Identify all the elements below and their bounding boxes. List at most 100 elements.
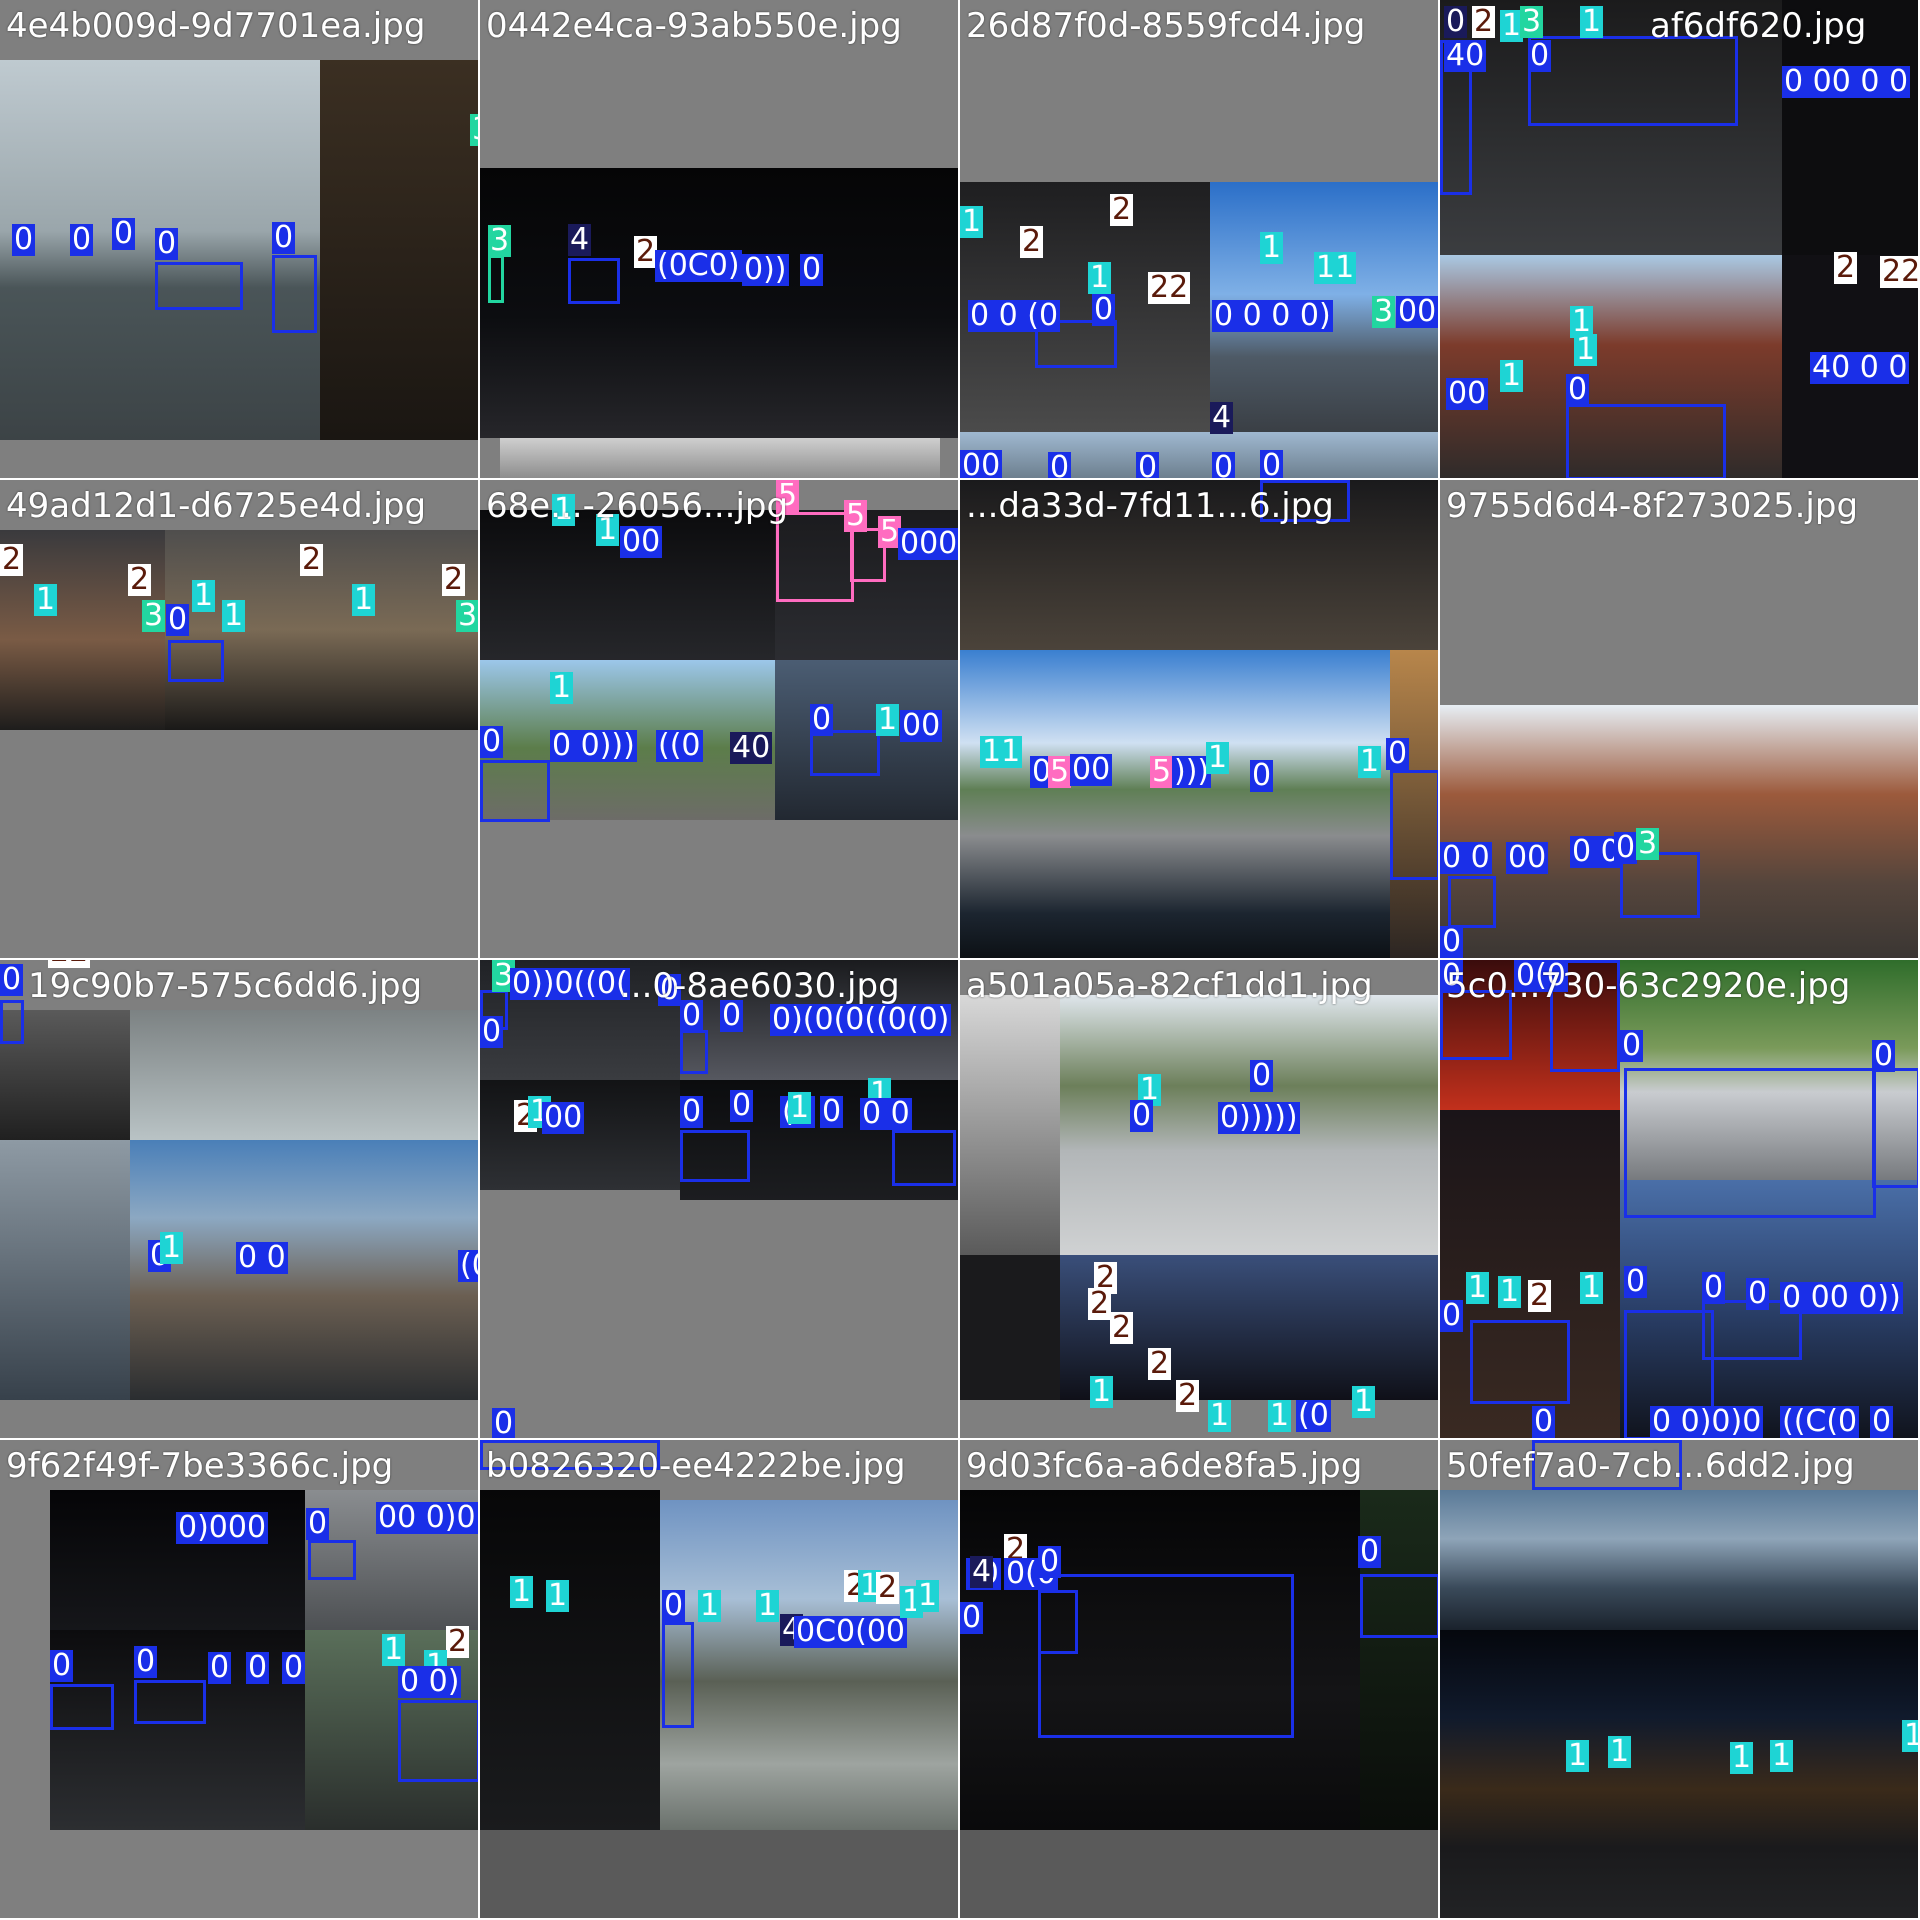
class-label: 0 0 — [1440, 840, 1492, 875]
class-label: 0 — [70, 222, 94, 257]
class-label: 0 — [208, 1650, 232, 1685]
bbox — [892, 1130, 956, 1186]
class-label: 1 — [382, 1632, 406, 1667]
image-filename: b0826320-ee4222be.jpg — [486, 1446, 906, 1486]
class-label: 3 — [1636, 826, 1660, 861]
bbox — [168, 640, 224, 682]
mosaic-cell: 9f62f49f-7be3366c.jpg 0)000 0 00 0)0 0 0… — [0, 1440, 480, 1920]
mosaic-cell: 26d87f0d-8559fcd4.jpg 1 2 2 1 22 0 0 (0 … — [960, 0, 1440, 480]
class-label: 0 — [134, 1644, 158, 1679]
class-label: 0 — [112, 216, 136, 251]
class-label: 0 — [1440, 960, 1464, 993]
class-label: 1 — [1358, 744, 1382, 779]
class-label: 1 — [960, 204, 984, 239]
class-label: 1 — [876, 702, 900, 737]
class-label: 5 — [844, 498, 868, 533]
image-filename: 50fef7a0-7cb...6dd2.jpg — [1446, 1446, 1855, 1486]
class-label: 3 — [488, 223, 512, 258]
class-label: 1 — [788, 1090, 812, 1125]
bbox — [1260, 480, 1350, 522]
scene-image — [480, 1490, 660, 1830]
scene-image — [1440, 0, 1782, 255]
class-label: 0 — [658, 972, 682, 1007]
class-label: 0))0((0( — [510, 966, 630, 1001]
class-label: 00 — [620, 524, 663, 559]
class-label: 0 — [246, 1650, 270, 1685]
class-label: 2 — [634, 234, 658, 269]
image-filename: ...da33d-7fd11...6.jpg — [966, 486, 1334, 526]
class-label: 1 — [1138, 1072, 1162, 1107]
class-label: 5 — [1048, 754, 1072, 789]
bbox — [1035, 320, 1117, 368]
class-label: 1 — [858, 1568, 882, 1603]
class-label: 0 0 — [236, 1240, 288, 1275]
scene-image — [960, 1255, 1060, 1400]
class-label: 1 — [1574, 332, 1598, 367]
class-label: 000 — [898, 526, 958, 561]
class-label: 1 — [596, 512, 620, 547]
image-filename: 19c90b7-575c6dd6.jpg — [28, 966, 423, 1006]
class-label: 1 — [1260, 230, 1284, 265]
class-label: 0 — [1532, 1404, 1556, 1439]
mosaic-cell: a501a05a-82cf1dd1.jpg 1 0 0 0))))) 2 2 2… — [960, 960, 1440, 1440]
class-label: ))) — [1172, 754, 1212, 789]
mosaic-cell: ...0-8ae6030.jpg 3 0))0((0( 0 0 0 0)(0(0… — [480, 960, 960, 1440]
class-label: 2 — [300, 542, 324, 577]
class-label: 1 — [352, 582, 376, 617]
class-label: 00 — [900, 708, 943, 743]
class-label: 11 — [980, 734, 1023, 769]
class-label: 1 — [1208, 1398, 1232, 1433]
class-label: 4 — [1210, 400, 1234, 435]
class-label: 1 — [1268, 1398, 1292, 1433]
class-label: ((C(0 — [1780, 1404, 1860, 1439]
scene-image — [960, 480, 1438, 650]
class-label: 0 — [1250, 758, 1274, 793]
image-filename: 9d03fc6a-a6de8fa5.jpg — [966, 1446, 1363, 1486]
scene-image — [480, 1830, 958, 1918]
class-label: 0 — [1624, 1264, 1648, 1299]
class-label: 1 — [1500, 8, 1524, 43]
class-label: 1 — [1352, 1384, 1376, 1419]
image-filename: 0442e4ca-93ab550e.jpg — [486, 6, 902, 46]
class-label: 3 — [492, 960, 516, 993]
class-label: 0 — [306, 1506, 330, 1541]
class-label: 0 — [282, 1650, 306, 1685]
class-label: 0 — [1030, 754, 1054, 789]
bbox — [480, 760, 550, 822]
class-label: 1 — [1500, 358, 1524, 393]
class-label: 1 — [1570, 304, 1594, 339]
class-label: 0)000 — [176, 1510, 269, 1545]
class-label: 1 — [698, 1588, 722, 1623]
class-label: 0)) — [742, 252, 789, 287]
class-label: 5 — [878, 514, 902, 549]
class-label: 3 — [470, 114, 478, 146]
bbox — [1566, 404, 1726, 478]
class-label: 0 — [1136, 452, 1160, 478]
image-filename: 4e4b009d-9d7701ea.jpg — [6, 6, 426, 46]
bbox — [1448, 876, 1496, 928]
scene-image — [660, 1500, 958, 1830]
class-label: 00 — [1506, 840, 1549, 875]
class-label: 2 — [0, 542, 24, 577]
bbox — [680, 1030, 708, 1074]
class-label: 0 — [1260, 448, 1284, 480]
class-label: 1 — [916, 1578, 940, 1613]
class-label: 0 — [1620, 1028, 1644, 1063]
bbox — [1872, 1068, 1918, 1188]
bbox — [1528, 36, 1738, 126]
class-label: 3 — [142, 598, 166, 633]
scene-image — [480, 1080, 680, 1190]
class-label: 0 — [730, 1088, 754, 1123]
scene-image — [0, 1140, 130, 1400]
class-label: 1 — [160, 1230, 184, 1265]
class-label: 0 — [1212, 452, 1236, 478]
mosaic-cell: 9d03fc6a-a6de8fa5.jpg 2 (0 4 0(0 0 0 0 — [960, 1440, 1440, 1920]
class-label: 1 — [1608, 1734, 1632, 1769]
image-filename: 26d87f0d-8559fcd4.jpg — [966, 6, 1366, 46]
class-label: 00 — [542, 1100, 585, 1135]
scene-image — [0, 530, 165, 730]
class-label: 0 — [1444, 4, 1468, 39]
class-label: 0 — [1566, 372, 1590, 407]
class-label: 0 0) — [398, 1664, 462, 1699]
bbox — [568, 258, 620, 304]
